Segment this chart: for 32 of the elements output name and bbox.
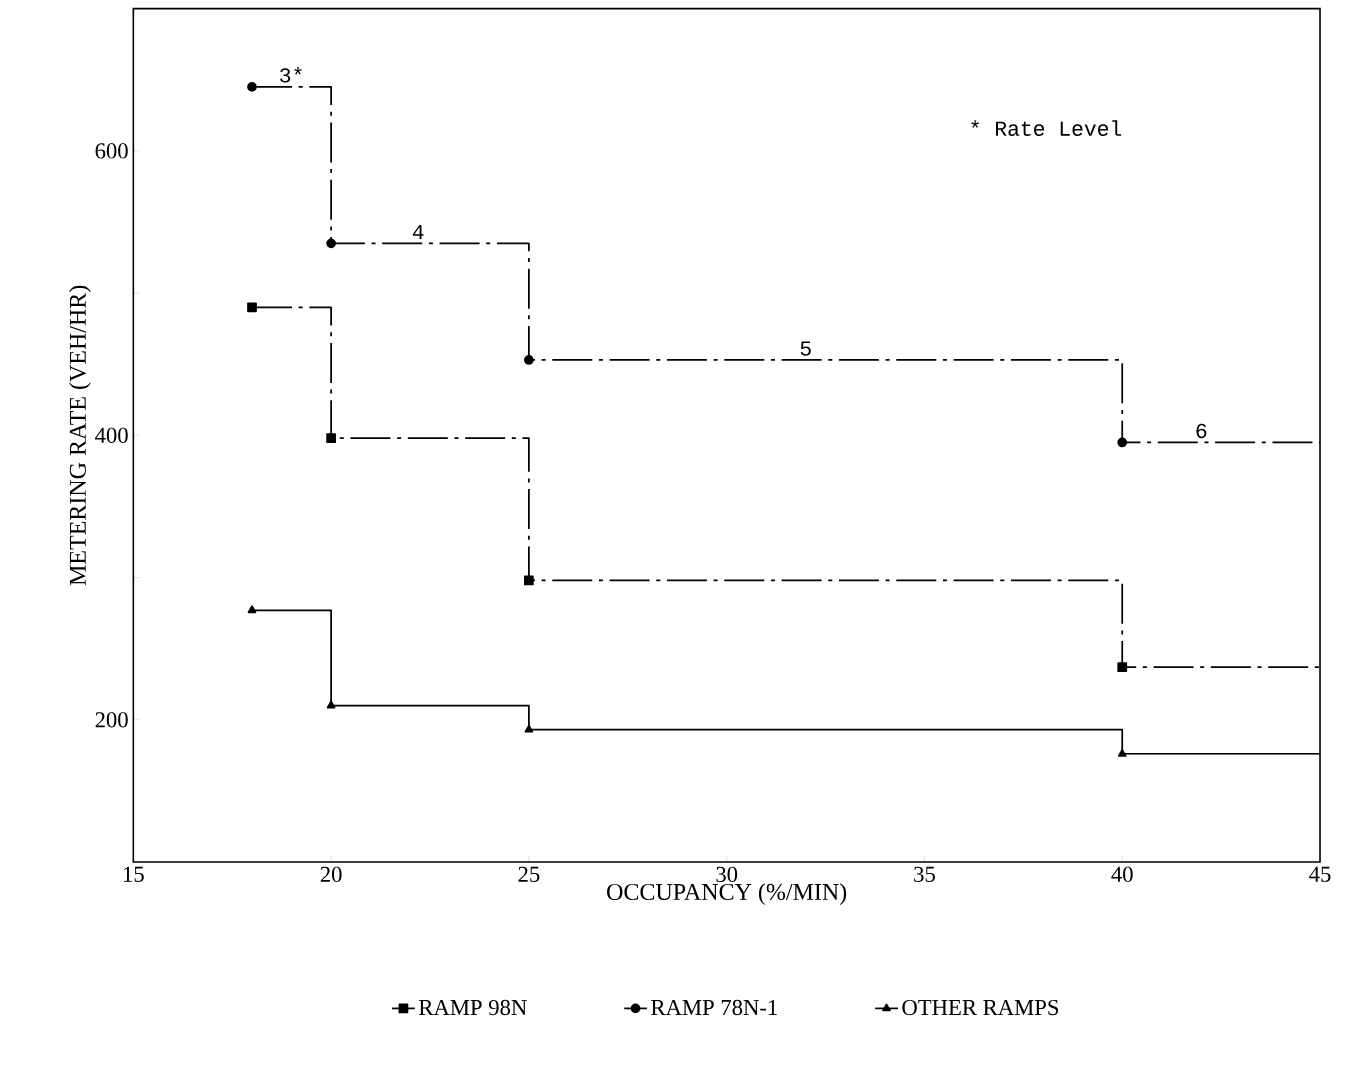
legend-label: RAMP 78N-1 xyxy=(651,999,777,1016)
point xyxy=(247,605,257,614)
y-tick-label: 200 xyxy=(95,712,128,728)
x-tick-label: 25 xyxy=(518,866,540,882)
y-axis-title: METERING RATE (VEH/HR) xyxy=(69,285,91,586)
legend-label: OTHER RAMPS xyxy=(902,999,1059,1016)
x-tick-label: 35 xyxy=(914,866,935,882)
y-tick-label: 600 xyxy=(95,143,128,159)
x-tick-label: 20 xyxy=(320,866,342,883)
point xyxy=(247,82,257,92)
x-tick-label: 40 xyxy=(1111,866,1133,883)
annotation: 6 xyxy=(1196,423,1207,439)
annotation: 5 xyxy=(800,341,811,356)
point xyxy=(524,575,534,586)
annotation: 4 xyxy=(412,225,424,240)
annotation: * Rate Level xyxy=(971,120,1122,136)
point xyxy=(326,700,336,709)
legend-label: RAMP 98N xyxy=(418,999,527,1016)
annotation: 3* xyxy=(280,66,302,83)
x-axis-title: OCCUPANCY (%/MIN) xyxy=(607,883,847,905)
x-tick-label: 15 xyxy=(123,866,144,882)
point xyxy=(247,302,257,313)
point xyxy=(524,355,534,365)
x-tick-label: 30 xyxy=(716,866,738,883)
point xyxy=(1117,662,1128,673)
point xyxy=(326,433,336,444)
x-tick-label: 45 xyxy=(1309,866,1331,882)
y-tick-label: 400 xyxy=(95,427,128,443)
point xyxy=(524,724,534,733)
point xyxy=(1117,749,1127,757)
point xyxy=(1117,437,1128,448)
point xyxy=(326,238,336,249)
